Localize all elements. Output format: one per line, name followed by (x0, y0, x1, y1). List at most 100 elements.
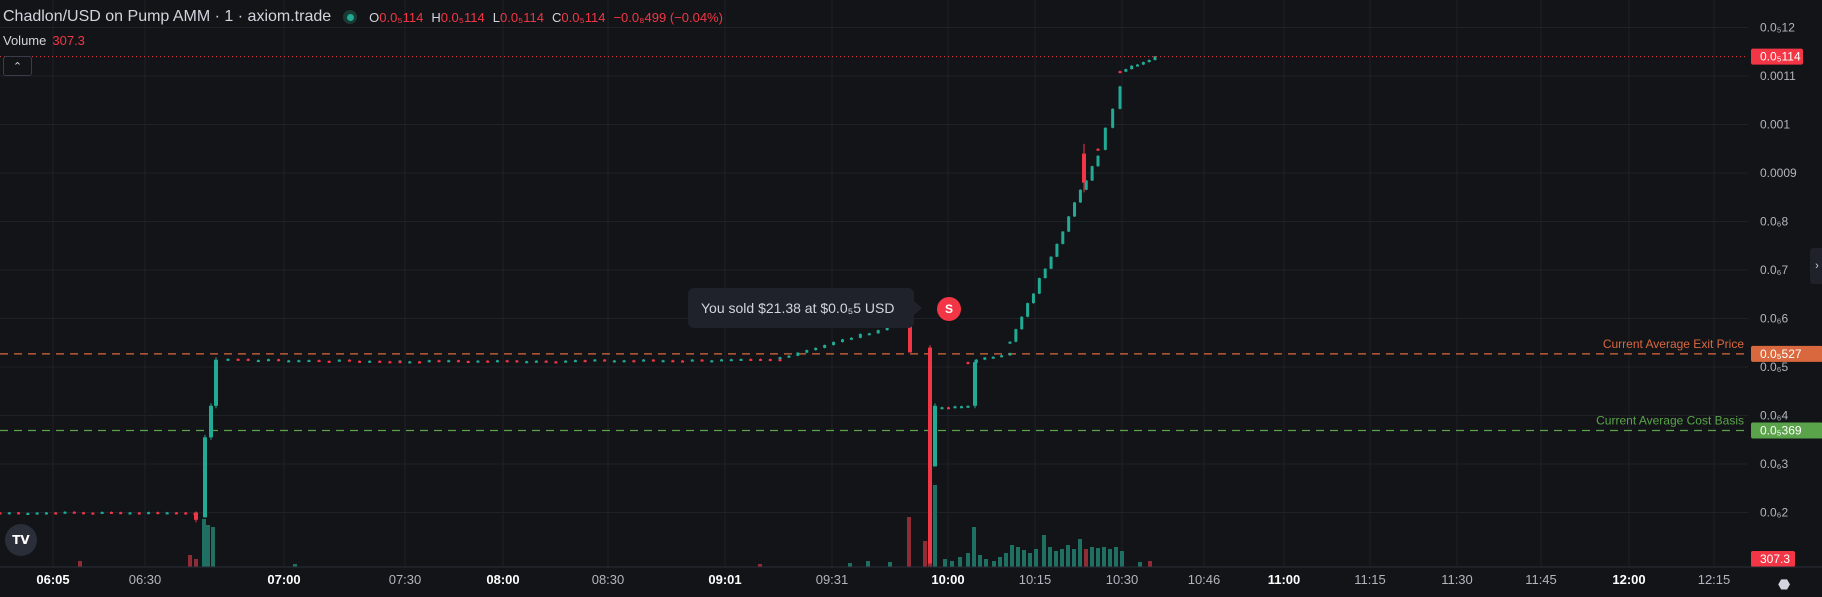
x-tick-label: 10:46 (1188, 572, 1221, 587)
candle-body (1136, 64, 1139, 67)
y-tick-label: 0.0₆3 (1760, 457, 1789, 471)
y-tick-label: 0.0₅12 (1760, 21, 1795, 35)
y-tick-label: 0.0₆7 (1760, 263, 1789, 277)
gear-icon[interactable]: ⬣ (1778, 576, 1791, 592)
candle-body (495, 360, 499, 363)
candle-body (1049, 256, 1053, 269)
candle-body (398, 361, 402, 364)
volume-bar (1120, 551, 1124, 567)
candle-body (1020, 316, 1024, 330)
symbol-title[interactable]: Chadlon/USD on Pump AMM · 1 · axiom.trad… (3, 8, 332, 25)
candle-body (447, 360, 451, 363)
candle-body (1073, 202, 1077, 217)
candle-body (437, 360, 441, 363)
candle-body (1061, 231, 1065, 244)
candle-body (841, 339, 844, 342)
sell-marker[interactable]: S (937, 297, 961, 321)
ohlc-open: O0.0₅114 (369, 9, 424, 25)
candle-body (17, 512, 21, 515)
candle-body (991, 356, 995, 359)
candle-body (137, 512, 141, 515)
volume-bar (848, 563, 852, 567)
candle-body (966, 405, 970, 408)
volume-series (78, 485, 1152, 567)
candle-body (1067, 216, 1071, 232)
candle-body (486, 360, 490, 363)
volume-label: Volume (3, 33, 47, 48)
volume-bar (1138, 562, 1142, 567)
candle-body (109, 511, 113, 514)
candle-body (1037, 278, 1041, 294)
candle-body (966, 362, 970, 365)
candle-body (554, 361, 558, 364)
volume-bar (1054, 551, 1058, 567)
volume-bar (958, 557, 962, 567)
x-tick-label: 06:05 (36, 572, 69, 587)
chevron-right-icon[interactable]: › (1810, 248, 1822, 284)
candle-body (947, 407, 950, 410)
candle-body (832, 341, 836, 346)
x-tick-label: 12:00 (1612, 572, 1645, 587)
candle-body (573, 360, 577, 363)
volume-bar (206, 525, 210, 567)
volume-bar (1010, 545, 1014, 567)
candle-body (1130, 65, 1134, 70)
volume-bar (1022, 550, 1026, 567)
volume-bar (202, 519, 206, 567)
candle-body (307, 360, 311, 363)
candle-body (908, 318, 912, 353)
volume-bar (1084, 549, 1088, 567)
candle-body (466, 361, 470, 364)
price-axis[interactable]: 0.0₅12 0.0011 0.001 0.0009 0.0₆8 0.0₆7 0.0₆6 0.… (1751, 21, 1822, 568)
candle-body (867, 333, 871, 336)
x-tick-label: 11:45 (1525, 572, 1557, 587)
candle-body (26, 512, 30, 515)
candle-body (63, 511, 67, 514)
candle-body (983, 357, 987, 360)
time-axis[interactable]: 06:05 06:30 07:00 07:30 08:00 08:30 09:01 09:31… (0, 566, 1822, 587)
candle-body (796, 352, 800, 356)
candle-body (661, 360, 665, 363)
candle-body (960, 406, 963, 409)
candle-body (876, 330, 880, 334)
candle-body (710, 360, 714, 363)
volume-bar (923, 541, 927, 567)
candle-body (128, 512, 132, 515)
candle-body (378, 360, 382, 363)
avg-line-tag (1751, 345, 1822, 362)
candle-body (456, 360, 460, 363)
candle-body (593, 359, 597, 362)
volume-bar (211, 527, 215, 567)
candle-body (147, 512, 151, 515)
trade-tooltip-text: You sold $21.38 at $0.0₅5 USD (701, 300, 895, 316)
chart-legend: Chadlon/USD on Pump AMM · 1 · axiom.trad… (3, 8, 723, 26)
candle-body (1078, 189, 1082, 203)
candle-body (940, 407, 944, 410)
candle-series (0, 55, 1157, 564)
candle-body (1118, 71, 1122, 74)
candle-body (690, 359, 694, 362)
volume-legend: Volume 307.3 (3, 33, 85, 48)
candle-body (226, 358, 230, 361)
candle-body (583, 360, 587, 363)
volume-bar (998, 557, 1002, 567)
candle-body (534, 360, 538, 363)
candle-body (1096, 148, 1100, 151)
candle-body (337, 359, 341, 362)
chevron-up-icon[interactable]: ⌃ (3, 56, 32, 76)
volume-bar (943, 559, 947, 567)
candle-body (358, 360, 362, 363)
tradingview-logo-icon[interactable]: TV (5, 524, 37, 556)
candle-body (885, 327, 889, 331)
volume-bar (1016, 547, 1020, 567)
candle-body (368, 360, 372, 363)
avg-line-tag (1751, 422, 1822, 439)
candle-body (214, 359, 218, 406)
candle-body (246, 358, 250, 361)
candle-body (1141, 62, 1145, 65)
volume-bar (293, 564, 297, 567)
candle-body (739, 358, 743, 361)
candle-body (1008, 341, 1012, 344)
x-tick-label: 07:00 (267, 572, 300, 587)
